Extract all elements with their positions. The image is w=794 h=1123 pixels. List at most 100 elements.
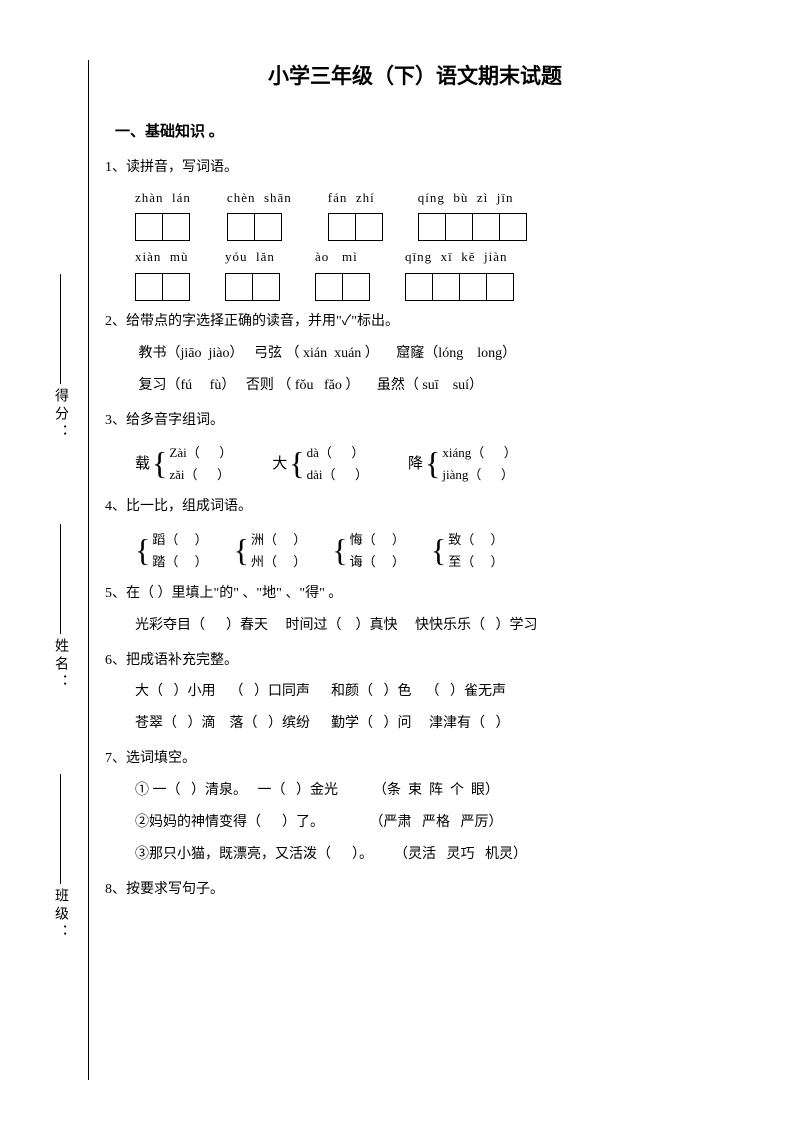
char-box[interactable] [342, 273, 370, 301]
q2-line-1: 教书（jiāo jiào） 弓弦 （ xián xuán ） 窟窿（lóng l… [135, 340, 725, 368]
char-box[interactable] [162, 273, 190, 301]
score-blank-line [60, 274, 61, 384]
option-bottom: 踏（ ） [152, 551, 207, 573]
q2-line-2: 复习（fú fù） 否则 （ fǒu fǎo ） 虽然（ suī suí） [135, 372, 725, 400]
question-3: 3、给多音字组词。 载{Zài（ ）zǎi（ ）大{dà（ ）dài（ ）降{x… [105, 408, 725, 487]
option-top: Zài（ ） [169, 442, 232, 464]
pinyin-group: chèn shān [227, 186, 292, 242]
q8-prompt: 8、按要求写句子。 [105, 877, 725, 904]
option-top: dà（ ） [307, 442, 368, 464]
brace-icon: { [234, 538, 249, 564]
score-label: 得分： [50, 388, 70, 442]
char-box[interactable] [315, 273, 343, 301]
pinyin-group: qíng bù zì jīn [418, 186, 526, 242]
vertical-margin-line [88, 60, 89, 1080]
pinyin-text: qíng bù zì jīn [418, 186, 514, 211]
page-title: 小学三年级（下）语文期末试题 [105, 60, 725, 90]
pinyin-group: yóu lǎn [225, 245, 279, 301]
q7-line-1: ① 一（ ）清泉。 一（ ）金光 （条 束 阵 个 眼） [135, 777, 725, 805]
option-top: 致（ ） [448, 529, 503, 551]
compare-group: {洲（ ）州（ ） [234, 529, 307, 573]
compare-options: 洲（ ）州（ ） [251, 529, 306, 573]
q5-prompt: 5、在（ ）里填上"的" 、"地" 、"得" 。 [105, 581, 725, 608]
question-7: 7、选词填空。 ① 一（ ）清泉。 一（ ）金光 （条 束 阵 个 眼） ②妈妈… [105, 746, 725, 869]
q3-prompt: 3、给多音字组词。 [105, 408, 725, 435]
char-box-row [135, 273, 189, 301]
char-box-row [227, 213, 281, 241]
q4-prompt: 4、比一比，组成词语。 [105, 494, 725, 521]
char-box[interactable] [225, 273, 253, 301]
brace-icon: { [332, 538, 347, 564]
question-1: 1、读拼音，写词语。 zhàn lán chèn shān fán zhí qíng … [105, 155, 725, 301]
q1-prompt: 1、读拼音，写词语。 [105, 155, 725, 182]
char-box[interactable] [162, 213, 190, 241]
q7-prompt: 7、选词填空。 [105, 746, 725, 773]
pinyin-text: qīng xī kě jiàn [405, 245, 508, 270]
char-box[interactable] [418, 213, 446, 241]
char-box[interactable] [252, 273, 280, 301]
polyphone-options: dà（ ）dài（ ） [307, 442, 368, 486]
char-box[interactable] [459, 273, 487, 301]
char-box[interactable] [432, 273, 460, 301]
pinyin-text: ào mì [315, 245, 358, 270]
polyphone-char: 载 [135, 450, 150, 479]
char-box[interactable] [254, 213, 282, 241]
pinyin-group: fán zhí [328, 186, 382, 242]
pinyin-text: zhàn lán [135, 186, 191, 211]
info-sidebar: 班级： 姓名： 得分： [45, 60, 75, 1080]
class-label: 班级： [50, 888, 70, 942]
q5-line: 光彩夺目（ ）春天 时间过（ ）真快 快快乐乐（ ）学习 [135, 612, 725, 640]
option-bottom: jiàng（ ） [442, 464, 516, 486]
brace-icon: { [152, 451, 167, 477]
option-bottom: 诲（ ） [350, 551, 405, 573]
q1-row-1: zhàn lán chèn shān fán zhí qíng bù zì jīn [135, 186, 725, 242]
option-top: 蹈（ ） [152, 529, 207, 551]
char-box[interactable] [135, 213, 163, 241]
char-box-row [135, 213, 189, 241]
compare-options: 悔（ ）诲（ ） [350, 529, 405, 573]
brace-icon: { [289, 451, 304, 477]
option-bottom: zǎi（ ） [169, 464, 232, 486]
char-box[interactable] [135, 273, 163, 301]
option-bottom: dài（ ） [307, 464, 368, 486]
class-blank-line [60, 774, 61, 884]
page-content: 小学三年级（下）语文期末试题 一、基础知识 。 1、读拼音，写词语。 zhàn … [105, 60, 725, 912]
question-8: 8、按要求写句子。 [105, 877, 725, 904]
question-4: 4、比一比，组成词语。 {蹈（ ）踏（ ）{洲（ ）州（ ）{悔（ ）诲（ ）{… [105, 494, 725, 573]
char-box[interactable] [328, 213, 356, 241]
pinyin-text: fán zhí [328, 186, 375, 211]
char-box[interactable] [405, 273, 433, 301]
char-box[interactable] [445, 213, 473, 241]
pinyin-group: qīng xī kě jiàn [405, 245, 513, 301]
question-2: 2、给带点的字选择正确的读音，并用"✓"标出。 教书（jiāo jiào） 弓弦… [105, 309, 725, 400]
char-box-row [328, 213, 382, 241]
char-box[interactable] [355, 213, 383, 241]
q6-line-2: 苍翠（ ）滴 落（ ）缤纷 勤学（ ）问 津津有（ ） [135, 710, 725, 738]
polyphone-options: xiáng（ ）jiàng（ ） [442, 442, 516, 486]
brace-icon: { [425, 451, 440, 477]
char-box-row [418, 213, 526, 241]
q6-line-1: 大（ ）小用 （ ）口同声 和颜（ ）色 （ ）雀无声 [135, 678, 725, 706]
option-bottom: 至（ ） [448, 551, 503, 573]
polyphone-char: 大 [272, 450, 287, 479]
section-1-heading: 一、基础知识 。 [115, 120, 725, 141]
compare-options: 致（ ）至（ ） [448, 529, 503, 573]
brace-icon: { [135, 538, 150, 564]
brace-icon: { [431, 538, 446, 564]
name-label: 姓名： [50, 638, 70, 692]
polyphone-group: 降{xiáng（ ）jiàng（ ） [408, 442, 517, 486]
q6-prompt: 6、把成语补充完整。 [105, 648, 725, 675]
pinyin-group: xiàn mù [135, 245, 189, 301]
char-box[interactable] [227, 213, 255, 241]
question-6: 6、把成语补充完整。 大（ ）小用 （ ）口同声 和颜（ ）色 （ ）雀无声 苍… [105, 648, 725, 739]
option-top: xiáng（ ） [442, 442, 516, 464]
polyphone-options: Zài（ ）zǎi（ ） [169, 442, 232, 486]
compare-group: {悔（ ）诲（ ） [332, 529, 405, 573]
char-box[interactable] [499, 213, 527, 241]
pinyin-text: chèn shān [227, 186, 292, 211]
char-box-row [315, 273, 369, 301]
q7-line-2: ②妈妈的神情变得（ ）了。 （严肃 严格 严厉） [135, 809, 725, 837]
char-box[interactable] [486, 273, 514, 301]
char-box[interactable] [472, 213, 500, 241]
question-5: 5、在（ ）里填上"的" 、"地" 、"得" 。 光彩夺目（ ）春天 时间过（ … [105, 581, 725, 640]
